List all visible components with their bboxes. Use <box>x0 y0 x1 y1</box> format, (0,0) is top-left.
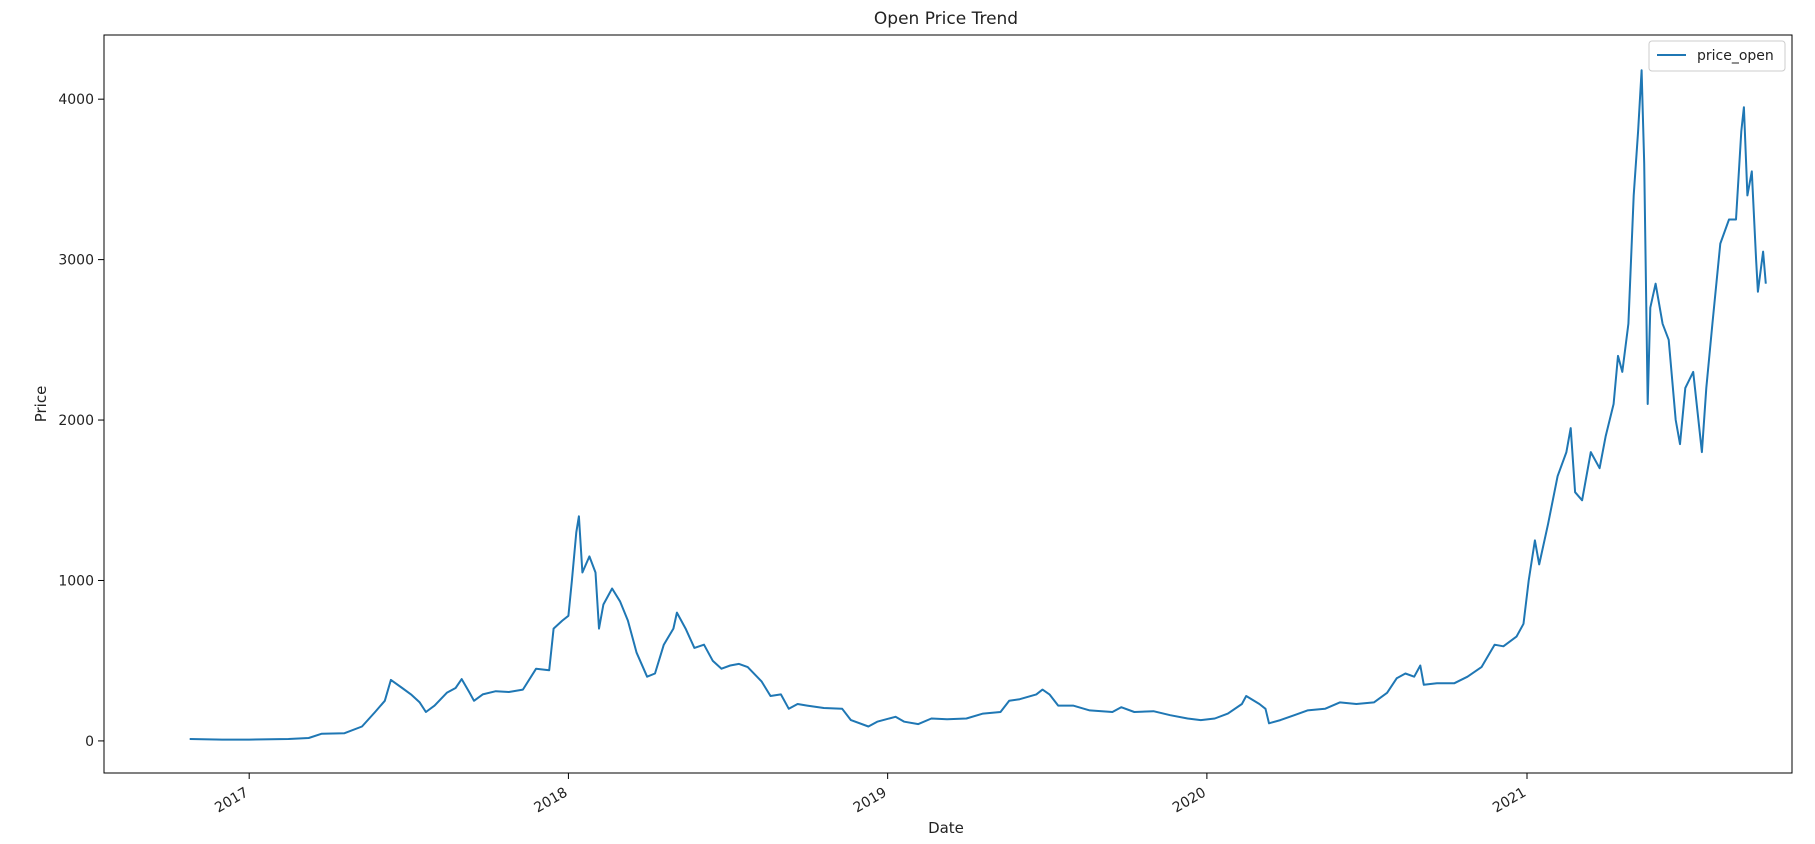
y-axis-label: Price <box>32 386 50 423</box>
x-tick-label: 2018 <box>532 785 571 817</box>
series-layer <box>189 69 1767 741</box>
legend-label-price-open: price_open <box>1697 48 1774 64</box>
legend-box <box>1648 40 1786 72</box>
y-tick-label: 2000 <box>58 413 94 429</box>
x-tick-label: 2019 <box>851 785 890 817</box>
y-tick-label: 1000 <box>58 573 94 589</box>
y-axis: 0 1000 2000 3000 4000 <box>58 92 104 750</box>
x-tick-label: 2020 <box>1170 785 1209 817</box>
series-line-price-open <box>189 69 1767 741</box>
y-tick-label: 0 <box>85 734 94 750</box>
plot-area <box>103 34 1793 774</box>
y-tick-label: 4000 <box>58 92 94 108</box>
x-axis: 2017 2018 2019 2020 2021 <box>212 773 1529 816</box>
chart-title: Open Price Trend <box>874 9 1018 29</box>
legend: price_open <box>1648 40 1786 72</box>
x-axis-label: Date <box>928 819 964 837</box>
x-tick-label: 2017 <box>212 785 251 817</box>
x-tick-label: 2021 <box>1490 785 1529 817</box>
y-tick-label: 3000 <box>58 253 94 269</box>
